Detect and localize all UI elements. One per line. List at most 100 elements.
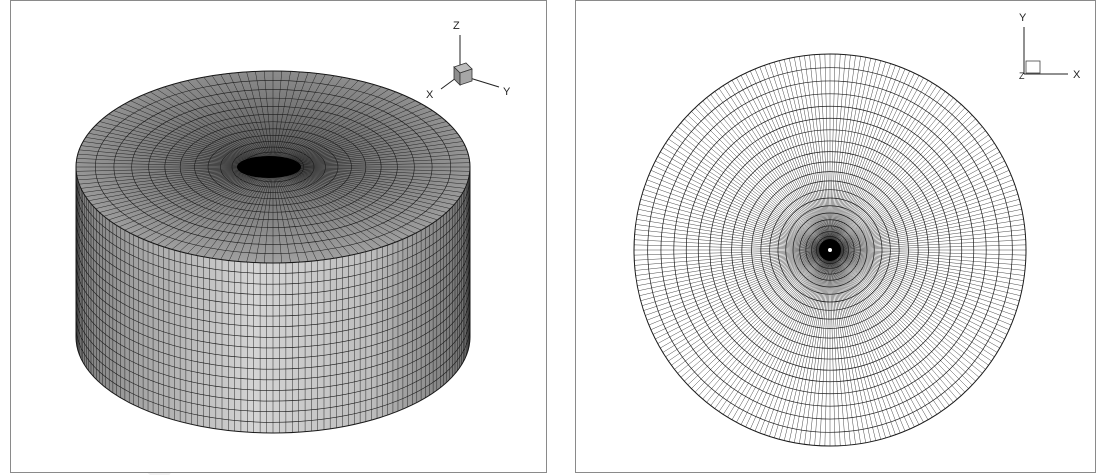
disk-spoke-line — [829, 251, 846, 446]
disk-spoke-line — [653, 165, 829, 250]
disk-spoke-line — [830, 251, 861, 444]
top-spoke-line — [275, 121, 447, 167]
disk-spoke-line — [657, 156, 829, 250]
disk-spoke-line — [637, 250, 829, 286]
disk-spoke-line — [830, 251, 915, 427]
top-spoke-line — [275, 167, 463, 193]
top-spoke-line — [274, 167, 396, 243]
top-spoke-line — [275, 129, 455, 167]
top-spoke-line — [273, 168, 318, 261]
top-spoke-line — [130, 167, 271, 234]
top-spoke-line — [143, 94, 272, 167]
top-spoke-line — [211, 75, 273, 166]
top-spoke-line — [124, 167, 271, 231]
top-spoke-line — [272, 71, 283, 166]
top-spoke-line — [274, 86, 382, 166]
disk-spoke-line — [718, 251, 830, 412]
disk-spoke-line — [774, 251, 830, 438]
top-spoke-line — [83, 141, 271, 167]
top-spoke-line — [274, 168, 359, 254]
disk-spoke-line — [665, 250, 829, 357]
top-spoke-line — [275, 166, 470, 176]
disk-spoke-line — [830, 82, 933, 249]
disk-spoke-line — [831, 251, 962, 396]
disk-spoke-line — [794, 251, 830, 443]
top-spoke-line — [195, 78, 272, 166]
disk-spoke-line — [830, 251, 942, 412]
disk-spoke-line — [830, 68, 906, 249]
disk-spoke-line — [759, 251, 830, 434]
top-ring-line — [231, 146, 315, 188]
top-spoke-line — [220, 168, 273, 260]
disk-spoke-line — [677, 251, 829, 374]
disk-spoke-line — [831, 250, 1003, 344]
disk-spoke-line — [650, 170, 829, 250]
top-spoke-line — [179, 168, 272, 252]
disk-ring-line — [785, 205, 875, 295]
disk-spoke-line — [831, 250, 1015, 316]
top-spoke-line — [171, 168, 272, 250]
disk-spoke-line — [831, 251, 969, 389]
disk-spoke-line — [814, 54, 831, 249]
top-spoke-line — [164, 86, 272, 166]
top-ring-line — [164, 113, 382, 221]
disk-spoke-line — [831, 134, 989, 249]
disk-spoke-line — [764, 251, 830, 435]
disk-spoke-line — [830, 251, 924, 423]
top-spoke-line — [99, 121, 271, 167]
cylinder-3d-view-panel: Z X Y — [10, 0, 547, 473]
disk-spoke-line — [830, 251, 851, 445]
top-spoke-line — [275, 153, 469, 168]
disk-spoke-line — [830, 60, 881, 249]
top-spoke-line — [273, 168, 343, 258]
top-spoke-line — [263, 168, 274, 263]
disk-spoke-line — [831, 209, 1022, 250]
disk-spoke-line — [740, 251, 830, 425]
disk-ring-line — [660, 80, 1000, 420]
disk-spoke-line — [831, 251, 976, 382]
mesh-refinement-core — [237, 156, 301, 178]
disk-spoke-line — [831, 250, 1017, 311]
disk-spoke-line — [657, 250, 829, 344]
disk-spoke-line — [831, 143, 995, 250]
disk-spoke-line — [831, 189, 1017, 250]
disk-spoke-line — [706, 251, 829, 403]
disk-spoke-line — [830, 251, 881, 440]
axis-label-x: X — [1073, 69, 1081, 81]
disk-spoke-line — [830, 58, 871, 249]
top-spoke-line — [85, 137, 271, 167]
disk-spoke-line — [830, 251, 876, 441]
disk-spoke-line — [655, 250, 829, 340]
disk-spoke-line — [706, 97, 829, 249]
disk-spoke-line — [831, 179, 1014, 250]
disk-ring-line — [647, 67, 1013, 433]
disk-spoke-line — [830, 55, 851, 249]
disk-spoke-line — [831, 170, 1010, 250]
top-spoke-line — [136, 167, 272, 237]
top-spoke-line — [124, 103, 271, 167]
disk-spoke-line — [635, 224, 829, 250]
top-ring-line — [194, 128, 352, 206]
disk-spoke-line — [764, 65, 830, 249]
disk-spoke-line — [831, 251, 966, 393]
disk-spoke-line — [829, 54, 846, 249]
top-ring-line — [179, 121, 367, 213]
disk-spoke-line — [774, 62, 830, 249]
center-point — [828, 248, 832, 252]
top-spoke-line — [228, 168, 273, 261]
top-spoke-line — [275, 137, 461, 167]
disk-spoke-line — [830, 251, 856, 445]
top-spoke-line — [273, 168, 326, 260]
top-spoke-line — [275, 103, 422, 167]
axis-label-y: Y — [503, 86, 511, 98]
disk-spoke-line — [831, 151, 1000, 250]
disk-spoke-line — [684, 251, 829, 382]
top-spoke-line — [275, 167, 443, 217]
disk-spoke-line — [824, 251, 831, 446]
top-spoke-line — [211, 168, 273, 259]
disk-spoke-line — [831, 251, 958, 400]
top-spoke-line — [273, 72, 309, 166]
disk-spoke-line — [831, 94, 950, 249]
disk-spoke-line — [662, 250, 829, 353]
disk-spoke-line — [723, 85, 830, 249]
